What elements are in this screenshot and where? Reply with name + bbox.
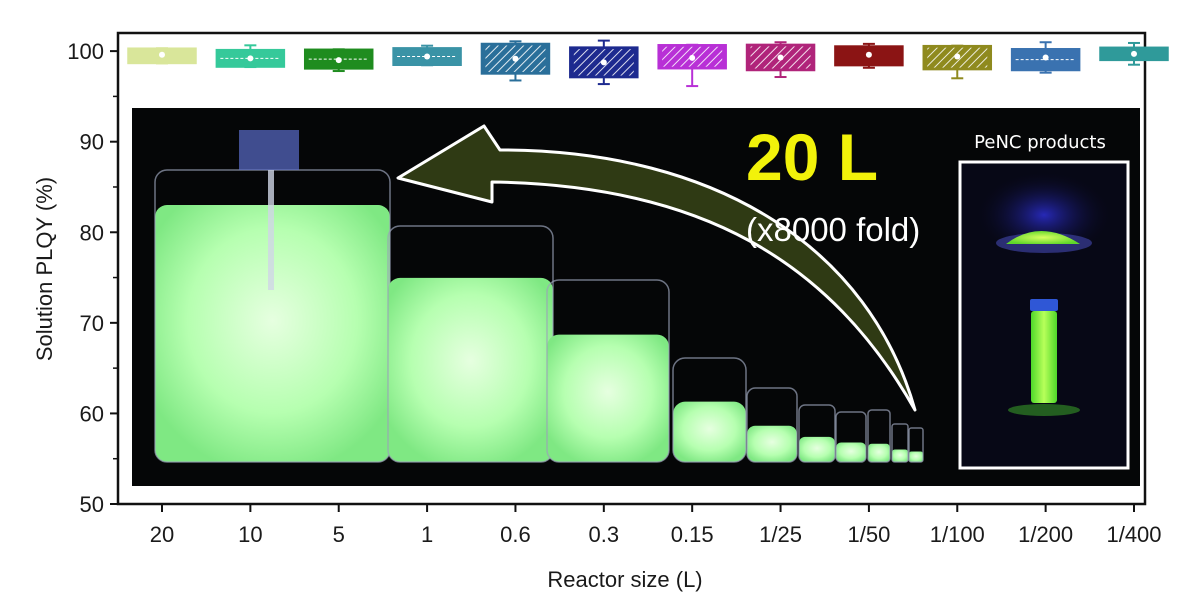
box-0.15 (657, 43, 727, 88)
box-5 (303, 48, 374, 73)
mean-marker (335, 57, 342, 64)
powder-pile (1006, 231, 1080, 244)
beaker-glass (891, 423, 909, 463)
x-tick-label: 0.3 (589, 522, 620, 547)
mean-marker (600, 59, 607, 66)
beaker-liquid (909, 451, 923, 462)
box-10 (215, 44, 286, 69)
box-1/200 (1010, 41, 1081, 74)
inset-title: PeNC products (974, 132, 1106, 153)
x-tick-label: 1/50 (847, 522, 890, 547)
x-tick-label: 1/25 (759, 522, 802, 547)
y-tick-label: 80 (80, 220, 104, 245)
stirrer-motor (239, 130, 299, 170)
beaker (798, 404, 836, 463)
inset-panel (958, 160, 1130, 470)
y-axis-ticks: 50 60 70 80 90 100 (67, 39, 118, 517)
plot-frame (116, 31, 1147, 506)
x-tick-label: 10 (238, 522, 262, 547)
beaker-liquid (868, 443, 890, 462)
x-tick-label: 1/400 (1106, 522, 1161, 547)
beaker-row (154, 130, 924, 463)
axes: 50 60 70 80 90 100 20 10 5 1 0.6 0.3 0.15 1/25 1/50 1/… (32, 31, 1162, 592)
mean-marker (1131, 50, 1137, 57)
mean-marker (424, 53, 431, 60)
beaker-glass (835, 411, 867, 463)
x-axis-title: Reactor size (L) (547, 567, 702, 592)
mean-marker (954, 53, 961, 60)
x-axis-ticks: 20 10 5 1 0.6 0.3 0.15 1/25 1/50 1/100 1/200 1/400 (150, 504, 1162, 547)
beaker-glass (908, 427, 924, 463)
beaker-liquid (547, 334, 669, 462)
box-1/50 (834, 42, 904, 69)
mean-marker (247, 55, 254, 62)
box-1/400 (1099, 41, 1169, 66)
fold-annotation: (x8000 fold) (746, 211, 920, 248)
box-1/25 (745, 41, 816, 79)
beaker (835, 411, 867, 463)
stirrer-rod (268, 170, 274, 290)
beaker (546, 279, 670, 463)
beaker-liquid (836, 442, 866, 462)
box-0.6 (480, 40, 551, 82)
x-tick-label: 0.15 (671, 522, 714, 547)
box-20 (127, 47, 197, 65)
beaker-glass (798, 404, 836, 463)
beaker (891, 423, 909, 463)
beaker-liquid (799, 436, 835, 462)
x-tick-label: 5 (333, 522, 345, 547)
vial-reflection (1008, 404, 1080, 416)
y-tick-label: 90 (80, 130, 104, 155)
beaker (672, 357, 747, 463)
beaker-liquid (747, 425, 797, 462)
y-tick-label: 70 (80, 311, 104, 336)
beaker (746, 387, 798, 463)
beaker-photo: 20 L (x8000 fold) PeNC products (132, 108, 1140, 486)
y-axis-title: Solution PLQY (%) (32, 177, 57, 361)
beaker-liquid (388, 277, 553, 462)
volume-annotation: 20 L (746, 120, 878, 194)
scale-up-arrow (396, 124, 917, 412)
beaker (908, 427, 924, 463)
mean-marker (865, 51, 872, 58)
beaker-liquid (673, 401, 746, 462)
y-tick-label: 100 (67, 39, 104, 64)
beaker (867, 409, 891, 463)
mean-marker (689, 54, 696, 61)
beaker-glass (672, 357, 747, 463)
x-tick-label: 1/200 (1018, 522, 1073, 547)
mean-marker (159, 51, 165, 58)
x-tick-label: 20 (150, 522, 174, 547)
y-tick-label: 60 (80, 401, 104, 426)
beaker-liquid (892, 449, 908, 462)
x-tick-label: 1 (421, 522, 433, 547)
beaker-liquid (155, 205, 390, 463)
box-0.3 (569, 39, 639, 86)
mean-marker (512, 55, 519, 62)
box-1/100 (922, 44, 993, 80)
x-tick-label: 1/100 (930, 522, 985, 547)
box-1 (392, 44, 462, 67)
mean-marker (777, 54, 784, 61)
vial-body (1031, 311, 1057, 403)
y-tick-label: 50 (80, 492, 104, 517)
beaker-glass (546, 279, 670, 463)
box-series (127, 39, 1169, 88)
beaker-glass (746, 387, 798, 463)
beaker-glass (867, 409, 891, 463)
vial-cap (1030, 299, 1058, 311)
mean-marker (1042, 54, 1049, 61)
x-tick-label: 0.6 (500, 522, 531, 547)
